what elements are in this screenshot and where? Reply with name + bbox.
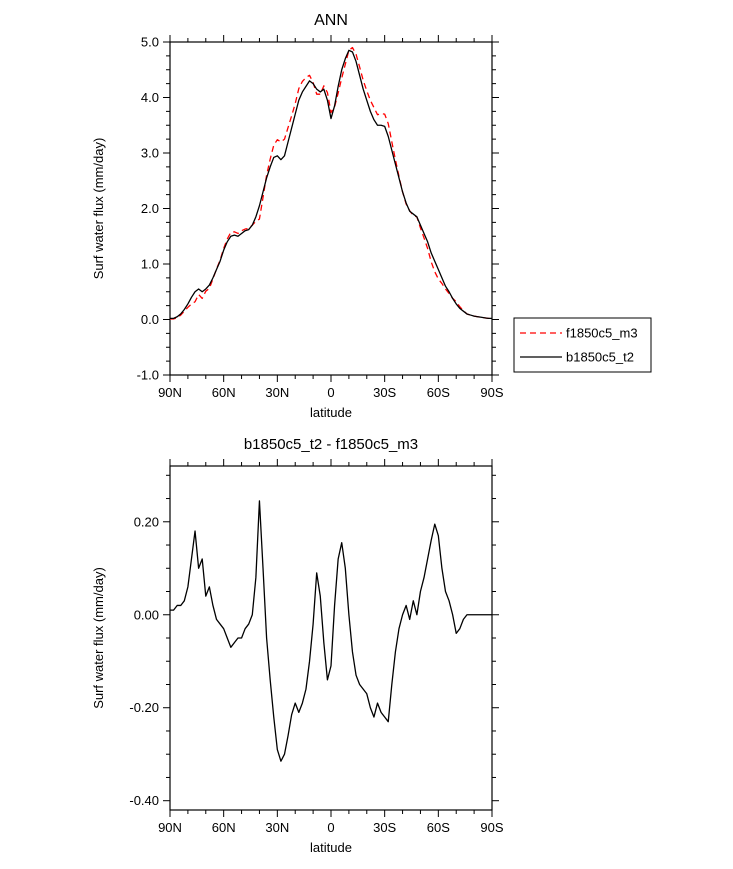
y-tick-label: -0.40 xyxy=(129,793,159,808)
x-tick-label: 30S xyxy=(373,385,396,400)
x-tick-label: 60S xyxy=(427,385,450,400)
legend-box xyxy=(513,317,652,373)
y-tick-label: -1.0 xyxy=(137,368,159,383)
series-line-f1850c5_m3 xyxy=(170,46,492,320)
x-tick-label: 60S xyxy=(427,820,450,835)
y-tick-label: 5.0 xyxy=(141,35,159,50)
plot-frame xyxy=(169,465,493,811)
axis-ticks xyxy=(163,459,499,817)
x-tick-label: 90S xyxy=(480,820,503,835)
y-tick-label: 0.0 xyxy=(141,312,159,327)
x-tick-label: 90N xyxy=(158,385,182,400)
x-axis-label: latitude xyxy=(310,840,352,855)
legend-label: f1850c5_m3 xyxy=(566,326,638,341)
y-tick-label: 1.0 xyxy=(141,257,159,272)
x-tick-label: 0 xyxy=(327,385,334,400)
x-tick-label: 0 xyxy=(327,820,334,835)
x-tick-label: 30N xyxy=(265,820,289,835)
legend-label: b1850c5_t2 xyxy=(566,350,634,365)
legend: f1850c5_m3 b1850c5_t2 xyxy=(513,317,652,373)
y-axis-label: Surf water flux (mm/day) xyxy=(91,138,106,280)
x-tick-label: 60N xyxy=(212,820,236,835)
y-tick-label: 0.00 xyxy=(134,607,159,622)
plot-frame xyxy=(169,41,493,376)
y-tick-label: 4.0 xyxy=(141,90,159,105)
chart-ann: 90N 60N 30N 0 30S 60S 90S -1.0 0.0 1.0 2.0 3.0 4.0 5.… xyxy=(91,12,652,420)
chart-title: ANN xyxy=(314,12,348,29)
chart-difference: 90N 60N 30N 0 30S 60S 90S -0.40 -0.20 0.00 0.20 b18… xyxy=(91,436,504,855)
chart-title: b1850c5_t2 - f1850c5_m3 xyxy=(244,436,418,453)
x-tick-label: 30S xyxy=(373,820,396,835)
axis-ticks xyxy=(163,35,499,382)
y-axis-label: Surf water flux (mm/day) xyxy=(91,567,106,709)
y-tick-label: 3.0 xyxy=(141,146,159,161)
y-tick-label: 0.20 xyxy=(134,514,159,529)
series-line-b1850c5_t2 xyxy=(170,49,492,320)
y-tick-label: 2.0 xyxy=(141,201,159,216)
x-tick-label: 30N xyxy=(265,385,289,400)
series-line-b1850c5_t2-f1850c5_m3 xyxy=(170,500,492,762)
y-tick-label: -0.20 xyxy=(129,700,159,715)
x-tick-label: 90S xyxy=(480,385,503,400)
x-axis-label: latitude xyxy=(310,405,352,420)
x-tick-label: 90N xyxy=(158,820,182,835)
x-tick-label: 60N xyxy=(212,385,236,400)
